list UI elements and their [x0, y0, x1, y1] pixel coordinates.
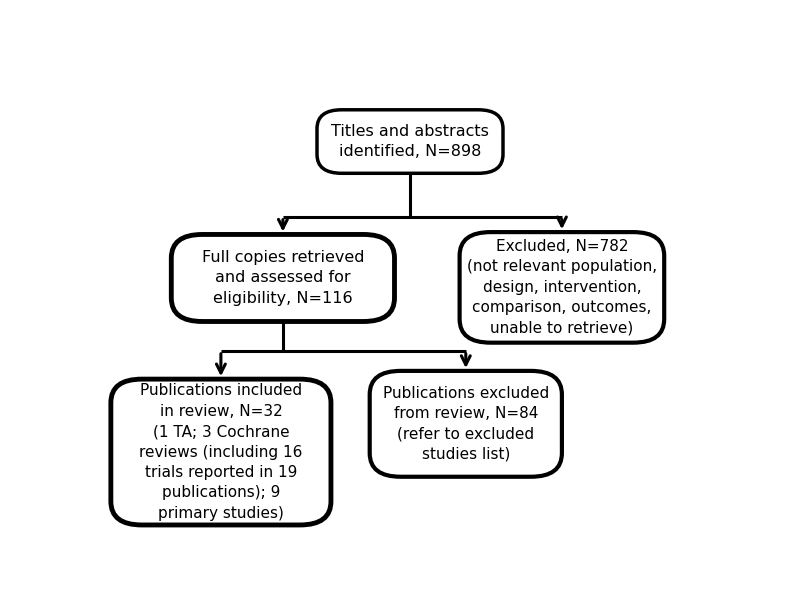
FancyBboxPatch shape: [171, 235, 394, 321]
Text: Publications included
in review, N=32
(1 TA; 3 Cochrane
reviews (including 16
tr: Publications included in review, N=32 (1…: [139, 383, 302, 521]
Text: Excluded, N=782
(not relevant population,
design, intervention,
comparison, outc: Excluded, N=782 (not relevant population…: [467, 239, 657, 335]
FancyBboxPatch shape: [370, 371, 562, 477]
FancyBboxPatch shape: [459, 232, 664, 343]
FancyBboxPatch shape: [111, 379, 331, 525]
FancyBboxPatch shape: [317, 110, 503, 174]
Text: Titles and abstracts
identified, N=898: Titles and abstracts identified, N=898: [331, 124, 489, 159]
Text: Publications excluded
from review, N=84
(refer to excluded
studies list): Publications excluded from review, N=84 …: [382, 386, 549, 462]
Text: Full copies retrieved
and assessed for
eligibility, N=116: Full copies retrieved and assessed for e…: [202, 250, 364, 306]
